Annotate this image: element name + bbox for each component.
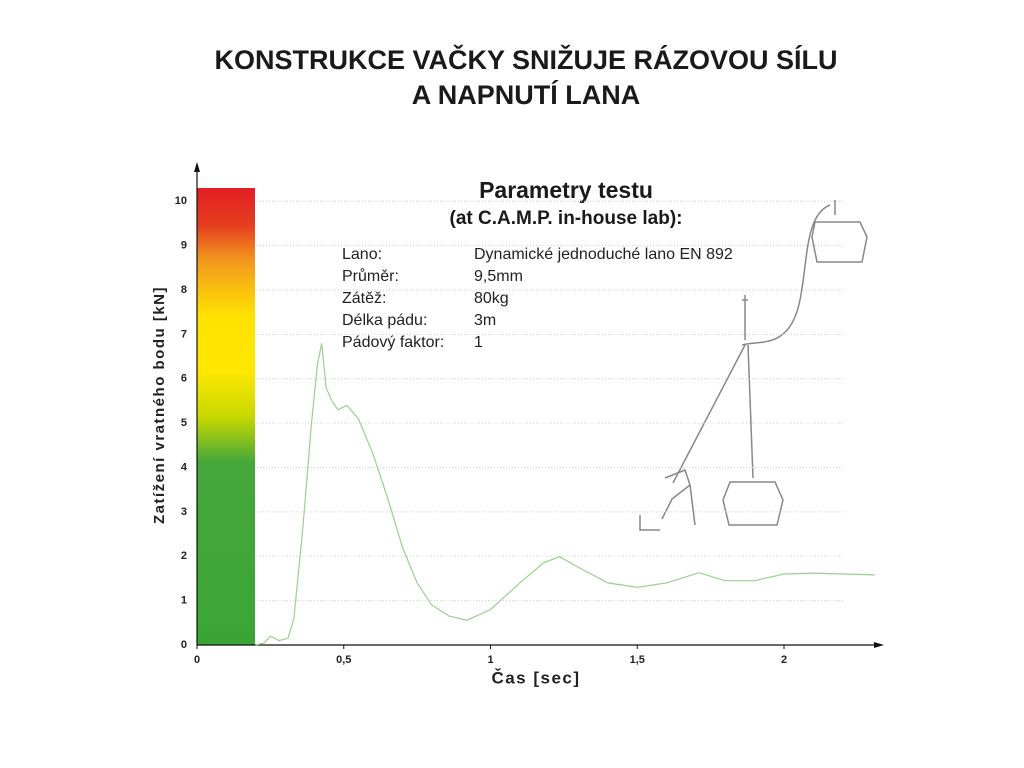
parameter-label: Pádový faktor: — [342, 334, 444, 351]
x-tick-label: 1 — [487, 654, 493, 666]
y-tick-label: 9 — [181, 240, 187, 252]
y-tick-label: 5 — [181, 417, 187, 429]
y-tick-label: 1 — [181, 595, 187, 607]
parameter-label: Lano: — [342, 246, 382, 263]
y-tick-label: 6 — [181, 373, 187, 385]
y-tick-label: 3 — [181, 506, 187, 518]
x-tick-label: 2 — [781, 654, 787, 666]
parameter-label: Průměr: — [342, 267, 399, 285]
parameter-value: 3m — [474, 312, 496, 329]
y-axis-label: Zatížení vratného bodu [kN] — [151, 286, 168, 524]
parameter-value: 80kg — [474, 290, 509, 307]
parameter-label: Zátěž: — [342, 290, 386, 307]
parameters-subheading: (at C.A.M.P. in-house lab): — [450, 208, 683, 229]
y-tick-label: 8 — [181, 284, 187, 296]
parameter-value: Dynamické jednoduché lano EN 892 — [474, 246, 733, 263]
x-tick-label: 1,5 — [630, 654, 645, 666]
parameter-label: Délka pádu: — [342, 312, 427, 329]
parameter-value: 1 — [474, 334, 483, 351]
x-axis-label: Čas [sec] — [491, 668, 580, 687]
x-tick-label: 0,5 — [336, 654, 351, 666]
force-scale-bar — [197, 188, 255, 645]
parameter-value: 9,5mm — [474, 268, 523, 285]
y-tick-label: 2 — [181, 550, 187, 562]
x-axis-arrow — [874, 642, 884, 648]
parameters-heading: Parametry testu — [479, 177, 653, 203]
y-tick-label: 7 — [181, 328, 187, 340]
y-axis-arrow — [194, 162, 200, 172]
chart-title: KONSTRUKCE VAČKY SNIŽUJE RÁZOVOU SÍLU — [214, 44, 837, 75]
chart-title: A NAPNUTÍ LANA — [412, 79, 641, 110]
y-tick-label: 0 — [181, 639, 187, 651]
y-tick-label: 4 — [181, 461, 188, 473]
y-tick-label: 10 — [175, 195, 187, 207]
data-line — [255, 343, 876, 646]
illustration — [639, 200, 868, 531]
x-tick-label: 0 — [194, 654, 200, 666]
